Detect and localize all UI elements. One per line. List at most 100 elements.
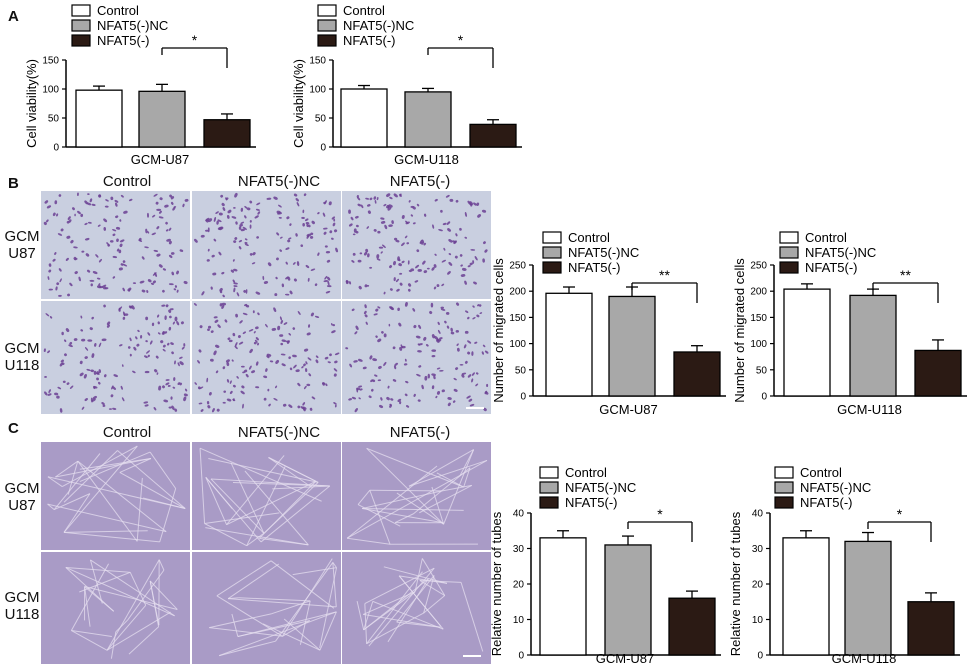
stained-cell [464,236,468,239]
stained-cell [139,280,145,284]
stained-cell [435,395,438,399]
stained-cell [240,228,245,232]
stained-cell [80,329,84,332]
c-row-label-u118-top: GCM [4,589,40,606]
tube-network-line [90,559,175,617]
c-row-label-u87-top: GCM [4,480,40,497]
y-tick-label: 250 [750,261,767,272]
stained-cell [399,193,402,197]
stained-cell [172,386,176,389]
stained-cell [419,239,423,244]
b-col-header-nc: NFAT5(-)NC [237,173,321,190]
tube-network-line [204,523,247,547]
stained-cell [378,365,382,369]
stained-cell [453,388,458,392]
legend-swatch [317,34,337,47]
stained-cell [156,253,161,257]
stained-cell [55,286,58,291]
stained-cell [161,331,165,335]
b-col-header-control: Control [102,173,152,190]
stained-cell [144,404,149,407]
stained-cell [444,320,447,324]
stained-cell [447,402,451,407]
stained-cell [114,199,119,203]
stained-cell [84,398,88,402]
legend-label: Control [805,230,847,245]
tube-network-line [70,563,110,631]
tube-network-line [421,558,446,596]
transwell-photo-r0-c2 [342,191,491,299]
tube-network-line [149,451,177,489]
stained-cell [208,391,212,396]
stained-cell [275,276,278,280]
stained-cell [92,271,98,275]
y-axis-label: Relative number of tubes [728,511,743,656]
stained-cell [436,284,440,288]
stained-cell [350,216,354,221]
legend-label: NFAT5(-)NC [805,245,876,260]
micrograph-background [342,552,491,664]
stained-cell [289,223,292,226]
stained-cell [246,207,251,211]
stained-cell [327,361,331,364]
stained-cell [242,403,244,409]
tube-network-line [347,537,391,545]
stained-cell [481,209,487,213]
tube-network-line [368,567,435,647]
stained-cell [81,406,85,410]
stained-cell [228,339,233,343]
stained-cell [300,406,305,410]
tube-network-line [414,558,423,592]
stained-cell [214,319,219,323]
stained-cell [61,362,65,365]
stained-cell [431,373,436,376]
stained-cell [206,401,210,405]
stained-cell [333,373,337,377]
x-axis-label: GCM-U118 [394,152,459,167]
bar-0 [545,292,593,397]
stained-cell [301,216,305,219]
stained-cell [244,238,248,241]
stained-cell [393,193,398,198]
stained-cell [156,372,159,375]
tube-network-line [127,569,165,621]
stained-cell [176,270,179,275]
stained-cell [193,303,197,306]
stained-cell [241,385,245,389]
stained-cell [95,372,100,375]
stained-cell [207,325,212,329]
stained-cell [73,256,77,260]
stained-cell [464,330,469,334]
stained-cell [66,235,71,239]
tube-network-line [366,571,423,644]
stained-cell [213,350,217,356]
legend-label: NFAT5(-)NC [97,18,168,33]
tube-network-line [319,567,338,649]
stained-cell [431,385,435,390]
stained-cell [315,359,319,364]
y-tick-label: 40 [752,509,764,520]
stained-cell [164,315,167,320]
stained-cell [433,375,436,380]
legend-label: Control [97,3,139,18]
stained-cell [141,256,145,260]
stained-cell [132,370,136,374]
stained-cell [62,380,66,383]
stained-cell [217,219,222,223]
stained-cell [421,384,424,390]
stained-cell [401,214,405,219]
tube-network-line [63,450,118,503]
stained-cell [371,388,374,392]
stained-cell [324,275,328,280]
stained-cell [252,252,256,256]
stained-cell [69,341,73,345]
transwell-photo-r0-c1 [192,191,341,299]
stained-cell [212,408,215,413]
stained-cell [155,355,159,359]
tube-network-line [65,567,175,617]
stained-cell [168,240,172,245]
stained-cell [160,340,164,344]
stained-cell [254,339,258,343]
significance-marker: ** [900,267,911,283]
stained-cell [87,339,93,342]
